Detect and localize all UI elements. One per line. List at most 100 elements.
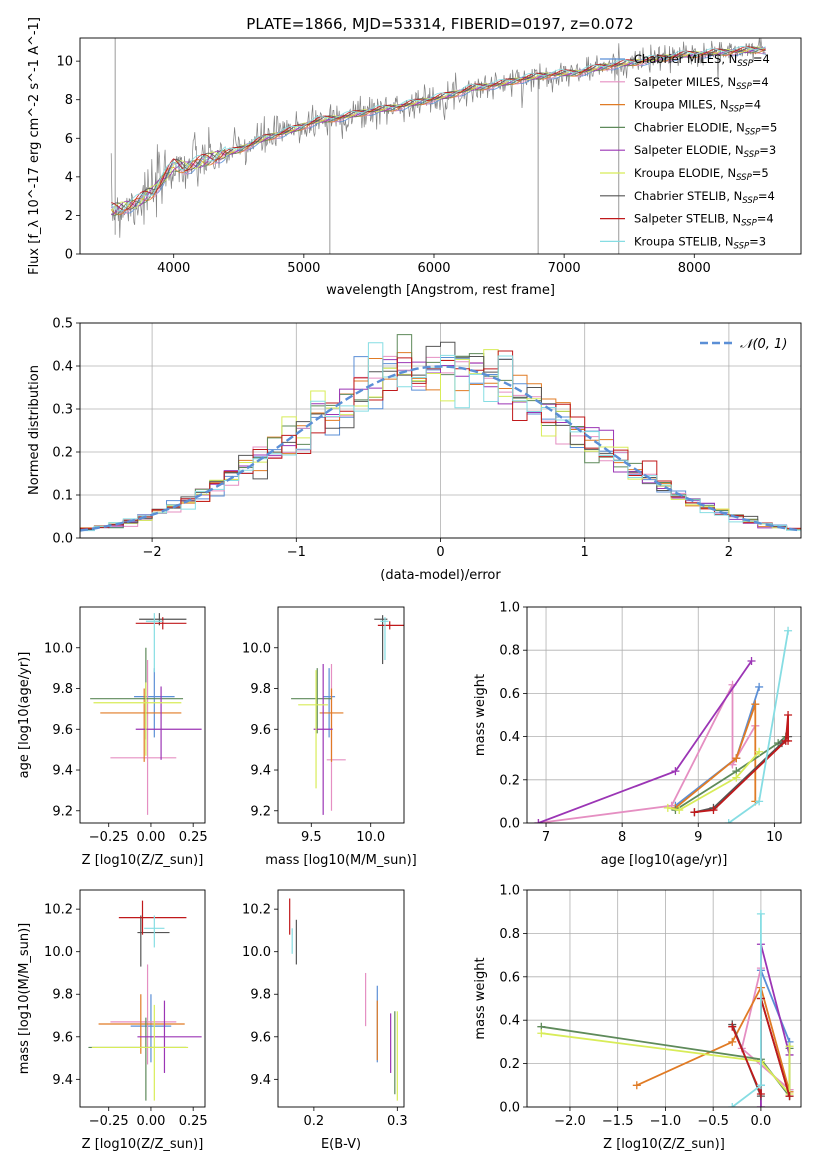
mass-weight-marker [709, 806, 718, 815]
y-tick-label: 0.3 [52, 403, 73, 418]
y-tick-label: 0.4 [499, 730, 520, 745]
mass-weight-marker [755, 747, 764, 756]
mass_vs_Z-plot-area [88, 900, 202, 1101]
x-tick-label: −0.25 [89, 1114, 129, 1129]
mass-weight-marker [632, 1081, 641, 1090]
x-tick-label: −0.5 [697, 1114, 729, 1129]
mass_weight_vs_Z-axes: −2.0 −1.5 −1.0 −0.5 0.0 0.0 0.2 0.4 0.6 0.8 1.0 [499, 884, 801, 1129]
legend-entry: Chabrier ELODIE, NSSP=5 [634, 120, 777, 137]
x-tick-label: 8000 [678, 261, 711, 276]
y-tick-label: 9.4 [52, 764, 73, 779]
y-tick-label: 0.0 [499, 817, 520, 832]
y-tick-label: 0.2 [499, 1057, 520, 1072]
mass-weight-series [760, 969, 791, 1090]
legend-entry: Kroupa ELODIE, NSSP=5 [634, 166, 769, 183]
mass-weight-marker [755, 797, 764, 806]
y-tick-label: 9.2 [250, 804, 271, 819]
mass-weight-marker [732, 773, 741, 782]
normal-reference-curve [80, 365, 799, 532]
legend-entry: Chabrier MILES, NSSP=4 [634, 52, 770, 69]
mass-weight-marker [784, 626, 793, 635]
y-tick-label: 0.6 [499, 687, 520, 702]
errorbar-point [135, 686, 202, 760]
x-tick-label: 5000 [287, 261, 320, 276]
y-tick-label: 9.6 [52, 723, 73, 738]
mass-weight-series [667, 751, 760, 811]
mass-weight-marker [755, 682, 764, 691]
y-tick-label: 10.0 [44, 641, 73, 656]
y-tick-label: 0.8 [499, 927, 520, 942]
errorbar-point [110, 659, 177, 815]
y-tick-label: 10.2 [242, 903, 271, 918]
x-tick-label: 0.00 [136, 830, 165, 845]
y-tick-label: 9.8 [52, 988, 73, 1003]
mass-weight-marker [785, 1042, 794, 1051]
mass-weight-marker [690, 808, 699, 817]
errorbar-point [110, 964, 177, 1065]
x-tick-label: −1 [287, 545, 306, 560]
age_vs_Z-axes: −0.25 0.00 0.25 9.2 9.4 9.6 9.8 10.0 [44, 641, 208, 845]
y-tick-label: 1.0 [499, 601, 520, 616]
spectrum-frame [79, 37, 802, 255]
mass_weight_vs_Z-frame [526, 889, 802, 1108]
legend-entry: 𝒩(0, 1) [740, 337, 787, 352]
mass-weight-marker [728, 1022, 737, 1031]
errorbar-point [323, 668, 336, 738]
x-axis-label: Z [log10(Z/Z_sun)] [603, 1137, 725, 1152]
x-tick-label: −0.25 [89, 830, 129, 845]
y-tick-label: 4 [65, 170, 73, 185]
mass-weight-marker [675, 806, 684, 815]
x-tick-label: −2.0 [554, 1114, 586, 1129]
x-tick-label: 2 [725, 545, 733, 560]
y-tick-label: 1.0 [499, 884, 520, 899]
mass_vs_ebv-plot-area [289, 898, 398, 1101]
y-tick-label: 8 [65, 93, 73, 108]
y-axis-label: Normed distribution [27, 365, 42, 495]
x-tick-label: 10.0 [356, 830, 385, 845]
y-axis-label: age [log10(age/yr)] [17, 652, 32, 779]
mass-weight-marker [756, 1081, 765, 1090]
mass-weight-marker [747, 657, 756, 665]
y-tick-label: 9.4 [52, 1073, 73, 1088]
errorbar-point [291, 668, 332, 734]
y-tick-label: 0.2 [52, 446, 73, 461]
errorbar-point [135, 617, 187, 630]
age_vs_mass-axes: 9.5 10.0 9.2 9.4 9.6 9.8 10.0 [242, 641, 385, 845]
x-tick-label: 4000 [157, 261, 190, 276]
mass_vs_ebv-axes: 0.2 0.3 9.4 9.6 9.8 10.0 10.2 [242, 903, 408, 1129]
legend-entry: Kroupa MILES, NSSP=4 [634, 98, 761, 115]
y-tick-label: 10.0 [242, 641, 271, 656]
legend-entry: Salpeter STELIB, NSSP=4 [634, 212, 774, 229]
x-tick-label: 0.00 [136, 1114, 165, 1129]
y-axis-label: mass weight [473, 957, 488, 1039]
errorbar-point [313, 664, 333, 815]
x-tick-label: 9 [694, 830, 702, 845]
y-tick-label: 2 [65, 209, 73, 224]
errorbar-point [88, 1017, 187, 1101]
y-tick-label: 0.6 [499, 970, 520, 985]
y-tick-label: 9.4 [250, 1073, 271, 1088]
errorbar-point [380, 617, 389, 660]
mass-weight-marker [671, 767, 680, 776]
errorbar-point [91, 1004, 189, 1101]
errorbar-point [144, 915, 165, 948]
mass-weight-marker [724, 819, 733, 823]
mass-weight-marker [728, 1037, 737, 1046]
x-axis-label: Z [log10(Z/Z_sun)] [82, 853, 204, 868]
legend-entry: Kroupa STELIB, NSSP=3 [634, 234, 766, 251]
y-tick-label: 9.2 [52, 804, 73, 819]
y-tick-label: 0.0 [499, 1101, 520, 1116]
mass-weight-marker [663, 803, 672, 812]
errorbar-point [137, 1000, 202, 1073]
mass_weight_vs_Z-plot-area [537, 909, 794, 1107]
errorbar-point [377, 621, 404, 630]
mass-weight-marker [537, 1029, 546, 1038]
x-tick-label: 9.5 [301, 830, 322, 845]
x-tick-label: 6000 [417, 261, 450, 276]
x-tick-label: 10 [766, 830, 783, 845]
errorbar-point [118, 900, 187, 935]
mass_vs_Z-frame [79, 889, 206, 1108]
y-axis-label: mass weight [473, 674, 488, 756]
